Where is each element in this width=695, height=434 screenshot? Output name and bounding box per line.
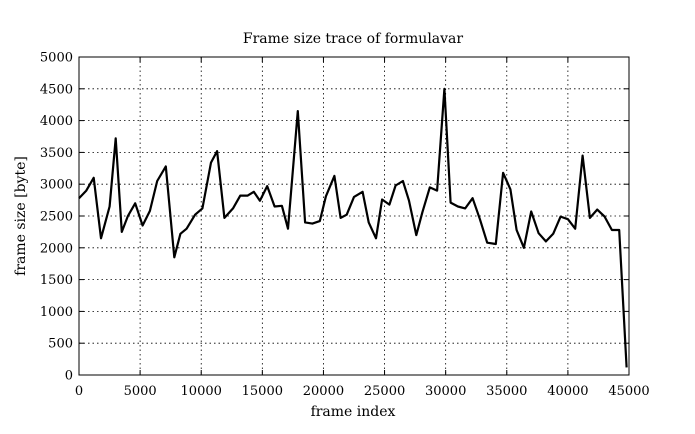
y-axis-title: frame size [byte] — [13, 156, 29, 276]
x-tick-label: 35000 — [486, 384, 527, 399]
y-tick-label: 4000 — [40, 114, 73, 129]
axis-ticks — [78, 56, 630, 376]
series-layer — [78, 87, 628, 368]
y-tick-label: 2500 — [40, 210, 73, 225]
y-tick-label: 3500 — [40, 146, 73, 161]
x-tick-label: 30000 — [425, 384, 466, 399]
x-axis-tick-labels: 0 5000 10000 15000 20000 25000 30000 35000 40000… — [75, 384, 650, 399]
x-tick-label: 0 — [75, 384, 83, 399]
grid — [79, 57, 629, 375]
x-axis-title: frame index — [311, 404, 396, 420]
y-axis-tick-labels: 0 500 1000 1500 2000 2500 3000 3500 4000 4500 5000 — [40, 51, 73, 384]
y-tick-label: 4500 — [40, 82, 73, 97]
y-tick-label: 5000 — [40, 51, 73, 66]
x-tick-label: 40000 — [547, 384, 588, 399]
x-tick-label: 25000 — [364, 384, 405, 399]
y-tick-label: 1500 — [40, 273, 73, 288]
x-tick-label: 15000 — [242, 384, 283, 399]
y-tick-label: 2000 — [40, 241, 73, 256]
chart-title: Frame size trace of formulavar — [243, 31, 464, 47]
y-tick-label: 1000 — [40, 305, 73, 320]
x-tick-label: 10000 — [181, 384, 222, 399]
series-line — [78, 87, 628, 368]
x-tick-label: 5000 — [124, 384, 157, 399]
y-tick-label: 0 — [65, 369, 73, 384]
y-tick-label: 500 — [48, 337, 73, 352]
y-tick-label: 3000 — [40, 178, 73, 193]
x-tick-label: 45000 — [608, 384, 649, 399]
x-tick-label: 20000 — [303, 384, 344, 399]
